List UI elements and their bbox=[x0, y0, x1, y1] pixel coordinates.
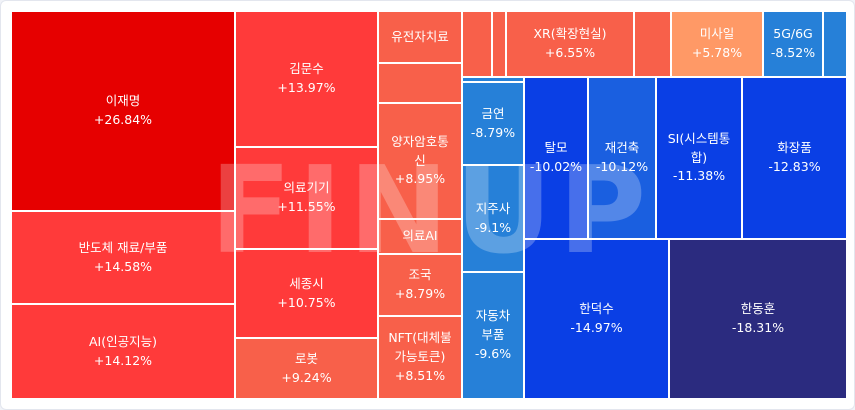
tile-label: 양자암호통 신 bbox=[391, 133, 449, 168]
tile-change: +14.12% bbox=[93, 352, 153, 368]
treemap-tile[interactable]: 재건축 -10.12% bbox=[588, 77, 656, 239]
tile-change: +8.95% bbox=[394, 171, 446, 187]
treemap-tile[interactable]: 지주사 -9.1% bbox=[462, 165, 524, 272]
tile-change: -11.38% bbox=[672, 168, 726, 184]
tile-change: -12.83% bbox=[768, 159, 821, 174]
tile-label: 금연 bbox=[481, 105, 505, 121]
tile-label: 재건축 bbox=[604, 140, 640, 156]
treemap-tile[interactable]: XR(확장현실) +6.55% bbox=[506, 11, 634, 77]
treemap-tile[interactable]: 반도체 재료/부품 +14.58% bbox=[11, 211, 235, 304]
treemap-tile[interactable]: 로봇 +9.24% bbox=[235, 338, 378, 399]
treemap-tile[interactable]: SI(시스템통 합) -11.38% bbox=[656, 77, 742, 239]
treemap-tile[interactable]: 탈모 -10.02% bbox=[524, 77, 588, 239]
tile-change: +5.78% bbox=[691, 45, 743, 60]
tile-label: 반도체 재료/부품 bbox=[78, 239, 168, 255]
treemap-tile[interactable]: 한동훈 -18.31% bbox=[669, 239, 847, 399]
tile-change: -8.79% bbox=[470, 124, 516, 140]
treemap-tile[interactable]: NFT(대체불 가능토큰) +8.51% bbox=[378, 316, 462, 399]
tile-change: -10.12% bbox=[595, 159, 649, 174]
treemap-tile-unlabeled[interactable] bbox=[378, 63, 462, 103]
tile-change: +8.79% bbox=[394, 286, 446, 301]
tile-change: -18.31% bbox=[731, 320, 785, 335]
tile-label: 5G/6G bbox=[773, 26, 813, 42]
tile-change: +8.51% bbox=[394, 367, 446, 383]
tile-change: +9.24% bbox=[281, 369, 332, 385]
tile-label: NFT(대체불 가능토큰) bbox=[388, 330, 452, 365]
tile-change: +10.75% bbox=[277, 294, 336, 310]
tile-label: 탈모 bbox=[544, 140, 568, 156]
tile-label: 세종시 bbox=[289, 275, 324, 291]
treemap-tile-unlabeled[interactable] bbox=[823, 11, 847, 77]
tile-label: 지주사 bbox=[475, 200, 511, 216]
treemap-tile[interactable]: 의료AI bbox=[378, 219, 462, 254]
treemap-tile[interactable]: 세종시 +10.75% bbox=[235, 249, 378, 338]
tile-label: 의료기기 bbox=[283, 180, 330, 196]
tile-change: -14.97% bbox=[570, 320, 623, 335]
tile-label: 미사일 bbox=[699, 26, 735, 42]
tile-label: AI(인공지능) bbox=[89, 333, 157, 349]
tile-change: -10.02% bbox=[529, 159, 583, 174]
treemap-tile[interactable]: 의료기기 +11.55% bbox=[235, 147, 378, 249]
tile-label: 한동훈 bbox=[740, 301, 776, 317]
treemap-tile[interactable]: 유전자치료 bbox=[378, 11, 462, 63]
treemap-tile[interactable]: 5G/6G -8.52% bbox=[763, 11, 823, 77]
tile-change: -9.1% bbox=[474, 219, 512, 235]
tile-change: -8.52% bbox=[770, 45, 816, 60]
tile-label: 의료AI bbox=[402, 228, 438, 244]
tile-label: 화장품 bbox=[777, 140, 812, 156]
treemap-tile[interactable]: 한덕수 -14.97% bbox=[524, 239, 669, 399]
treemap-tile[interactable]: 이재명 +26.84% bbox=[11, 11, 235, 211]
tile-change: +6.55% bbox=[544, 45, 596, 60]
tile-label: 김문수 bbox=[289, 61, 324, 77]
tile-label: 조국 bbox=[408, 267, 432, 283]
treemap-tile[interactable]: 화장품 -12.83% bbox=[742, 77, 847, 239]
treemap-tile[interactable]: 김문수 +13.97% bbox=[235, 11, 378, 147]
tile-label: 이재명 bbox=[105, 93, 141, 109]
treemap-tile-unlabeled[interactable] bbox=[492, 11, 506, 77]
tile-label: XR(확장현실) bbox=[533, 26, 607, 42]
tile-label: 유전자치료 bbox=[391, 28, 449, 44]
tile-label: SI(시스템통 합) bbox=[667, 130, 731, 165]
treemap-tile[interactable]: 금연 -8.79% bbox=[462, 82, 524, 165]
treemap-tile[interactable]: 양자암호통 신 +8.95% bbox=[378, 103, 462, 219]
tile-change: +13.97% bbox=[277, 80, 336, 95]
treemap-tile-unlabeled[interactable] bbox=[462, 77, 524, 82]
treemap-tile[interactable]: 자동차 부품 -9.6% bbox=[462, 272, 524, 399]
tile-change: -9.6% bbox=[474, 345, 512, 361]
tile-label: 한덕수 bbox=[579, 301, 614, 317]
tile-label: 자동차 부품 bbox=[475, 308, 511, 343]
treemap-tile[interactable]: 미사일 +5.78% bbox=[671, 11, 763, 77]
treemap-tile-unlabeled[interactable] bbox=[462, 11, 492, 77]
tile-label: 로봇 bbox=[294, 350, 318, 366]
tile-change: +14.58% bbox=[93, 258, 153, 274]
treemap-tile[interactable]: AI(인공지능) +14.12% bbox=[11, 304, 235, 399]
treemap-tile[interactable]: 조국 +8.79% bbox=[378, 254, 462, 316]
tile-change: +11.55% bbox=[277, 199, 336, 214]
tile-change: +26.84% bbox=[93, 112, 153, 127]
treemap-tile-unlabeled[interactable] bbox=[634, 11, 671, 77]
